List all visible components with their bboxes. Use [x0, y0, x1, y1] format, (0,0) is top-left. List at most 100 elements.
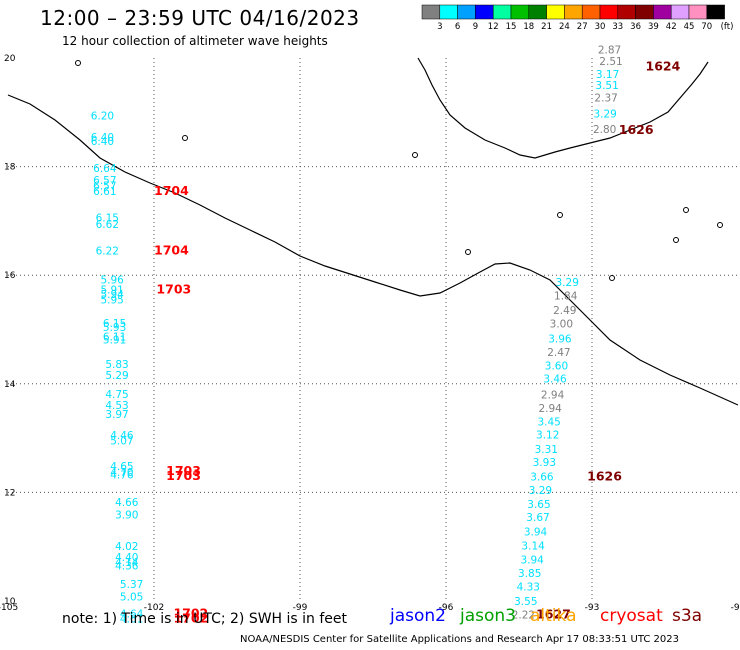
- legend-swatch: [635, 4, 654, 20]
- time-label: 1703: [156, 282, 191, 297]
- swh-value-label: 5.93: [103, 322, 126, 334]
- time-label: 1702: [173, 605, 208, 620]
- legend-tick-label: 42: [666, 22, 677, 32]
- legend-unit-label: (ft): [721, 22, 734, 32]
- swh-value-label: 3.45: [537, 417, 560, 429]
- time-label: 1626: [619, 122, 654, 137]
- legend-swatch: [564, 4, 583, 20]
- legend-swatch: [510, 4, 530, 20]
- legend-tick-label: 24: [559, 22, 570, 32]
- swh-value-label: 2.22: [512, 609, 535, 621]
- swh-value-label: 3.29: [593, 109, 616, 121]
- legend-tick-label: 12: [488, 22, 499, 32]
- swh-value-label: 5.07: [110, 436, 133, 448]
- time-label: 1627: [536, 606, 571, 621]
- legend-tick-label: 39: [648, 22, 659, 32]
- swh-value-label: 3.12: [536, 430, 559, 442]
- swh-value-label: 4.53: [105, 400, 128, 412]
- swh-value-label: 2.37: [594, 92, 617, 104]
- y-tick-label: 18: [4, 163, 16, 173]
- coastline: [7, 94, 739, 406]
- legend-tick-label: 70: [701, 22, 712, 32]
- time-label: 1702: [173, 611, 208, 626]
- swh-value-label: 2.94: [541, 389, 565, 401]
- legend-swatch: [439, 4, 458, 20]
- swh-value-label: 5.94: [100, 289, 124, 301]
- legend-tick-label: 6: [455, 22, 460, 32]
- legend-tick-label: 15: [506, 22, 517, 32]
- island-icon: [717, 222, 723, 228]
- swh-value-label: 4.66: [115, 497, 139, 509]
- swh-value-label: 3.66: [530, 471, 554, 483]
- swh-value-label: 3.55: [514, 596, 537, 608]
- time-label: 1703: [166, 468, 201, 483]
- legend-swatch: [688, 4, 708, 20]
- swh-value-label: 4.14: [115, 557, 139, 569]
- swh-value-label: 5.95: [100, 294, 123, 306]
- swh-value-label: 4.61: [120, 614, 143, 626]
- legend-tick-label: 21: [541, 22, 552, 32]
- legend-swatch: [670, 4, 690, 20]
- swh-value-label: 4.64: [120, 608, 144, 620]
- swh-value-label: 4.33: [517, 582, 540, 594]
- swh-value-label: 2.80: [593, 124, 616, 136]
- swh-value-label: 6.57: [93, 175, 116, 187]
- sat-cryosat-label: cryosat: [600, 606, 663, 626]
- swh-value-label: 6.40: [91, 132, 114, 144]
- swh-value-label: 6.61: [93, 186, 116, 198]
- swh-value-label: 3.90: [115, 509, 138, 521]
- time-label: 1624: [646, 58, 681, 73]
- swh-value-label: 4.40: [115, 552, 138, 564]
- swh-value-label: 3.96: [548, 334, 572, 346]
- footer-note: note: 1) Time is in UTC; 2) SWH is in fe…: [62, 611, 348, 627]
- legend-swatch: [421, 4, 441, 20]
- x-tick-label: -96: [439, 603, 454, 613]
- x-tick-label: -90: [731, 603, 740, 613]
- legend-swatch: [492, 4, 512, 20]
- swh-value-label: 4.65: [110, 461, 133, 473]
- swh-value-label: 3.14: [521, 540, 545, 552]
- swh-value-label: 3.51: [595, 80, 618, 92]
- island-icon: [182, 135, 188, 141]
- sat-jason2-label: jason2: [390, 606, 446, 626]
- swh-value-label: 4.75: [105, 389, 128, 401]
- swh-value-label: 3.67: [526, 512, 549, 524]
- sat-jason3-label: jason3: [460, 606, 516, 626]
- swh-value-label: 6.40: [91, 136, 114, 148]
- legend-tick-label: 3: [437, 22, 442, 32]
- swh-value-label: 4.76: [110, 469, 134, 481]
- x-tick-label: -93: [585, 603, 600, 613]
- footer-credit: NOAA/NESDIS Center for Satellite Applica…: [240, 634, 679, 645]
- legend-tick-label: 33: [612, 22, 623, 32]
- swh-value-label: 5.37: [120, 579, 143, 591]
- swh-value-label: 3.31: [535, 444, 558, 456]
- x-tick-label: -102: [144, 603, 164, 613]
- x-tick-label: -105: [0, 603, 18, 613]
- legend-tick-label: 30: [595, 22, 606, 32]
- chart-title: 12:00 – 23:59 UTC 04/16/2023: [40, 6, 360, 30]
- time-label: 1704: [154, 183, 189, 198]
- swh-value-label: 4.36: [115, 561, 139, 573]
- swh-value-label: 6.22: [96, 246, 119, 258]
- swh-value-label: 5.05: [120, 591, 143, 603]
- swh-value-label: 3.00: [550, 318, 573, 330]
- y-tick-label: 12: [4, 488, 15, 498]
- x-tick-label: -99: [293, 603, 308, 613]
- swh-value-label: 3.94: [524, 526, 548, 538]
- swh-value-label: 6.15: [96, 212, 119, 224]
- swh-value-label: 2.51: [599, 56, 622, 68]
- time-label: 1703: [166, 463, 201, 478]
- swh-value-label: 1.84: [554, 291, 578, 303]
- swh-value-label: 3.17: [596, 69, 619, 81]
- island-icon: [609, 275, 615, 281]
- chart-subtitle: 12 hour collection of altimeter wave hei…: [62, 34, 328, 48]
- swh-value-label: 3.97: [105, 409, 128, 421]
- swh-value-label: 3.93: [533, 457, 556, 469]
- swh-value-label: 3.46: [543, 374, 567, 386]
- legend-tick-label: 18: [523, 22, 534, 32]
- swh-value-label: 6.11: [103, 331, 126, 343]
- swh-value-label: 5.91: [103, 335, 126, 347]
- swh-value-label: 6.15: [103, 318, 126, 330]
- swh-value-label: 3.60: [545, 361, 568, 373]
